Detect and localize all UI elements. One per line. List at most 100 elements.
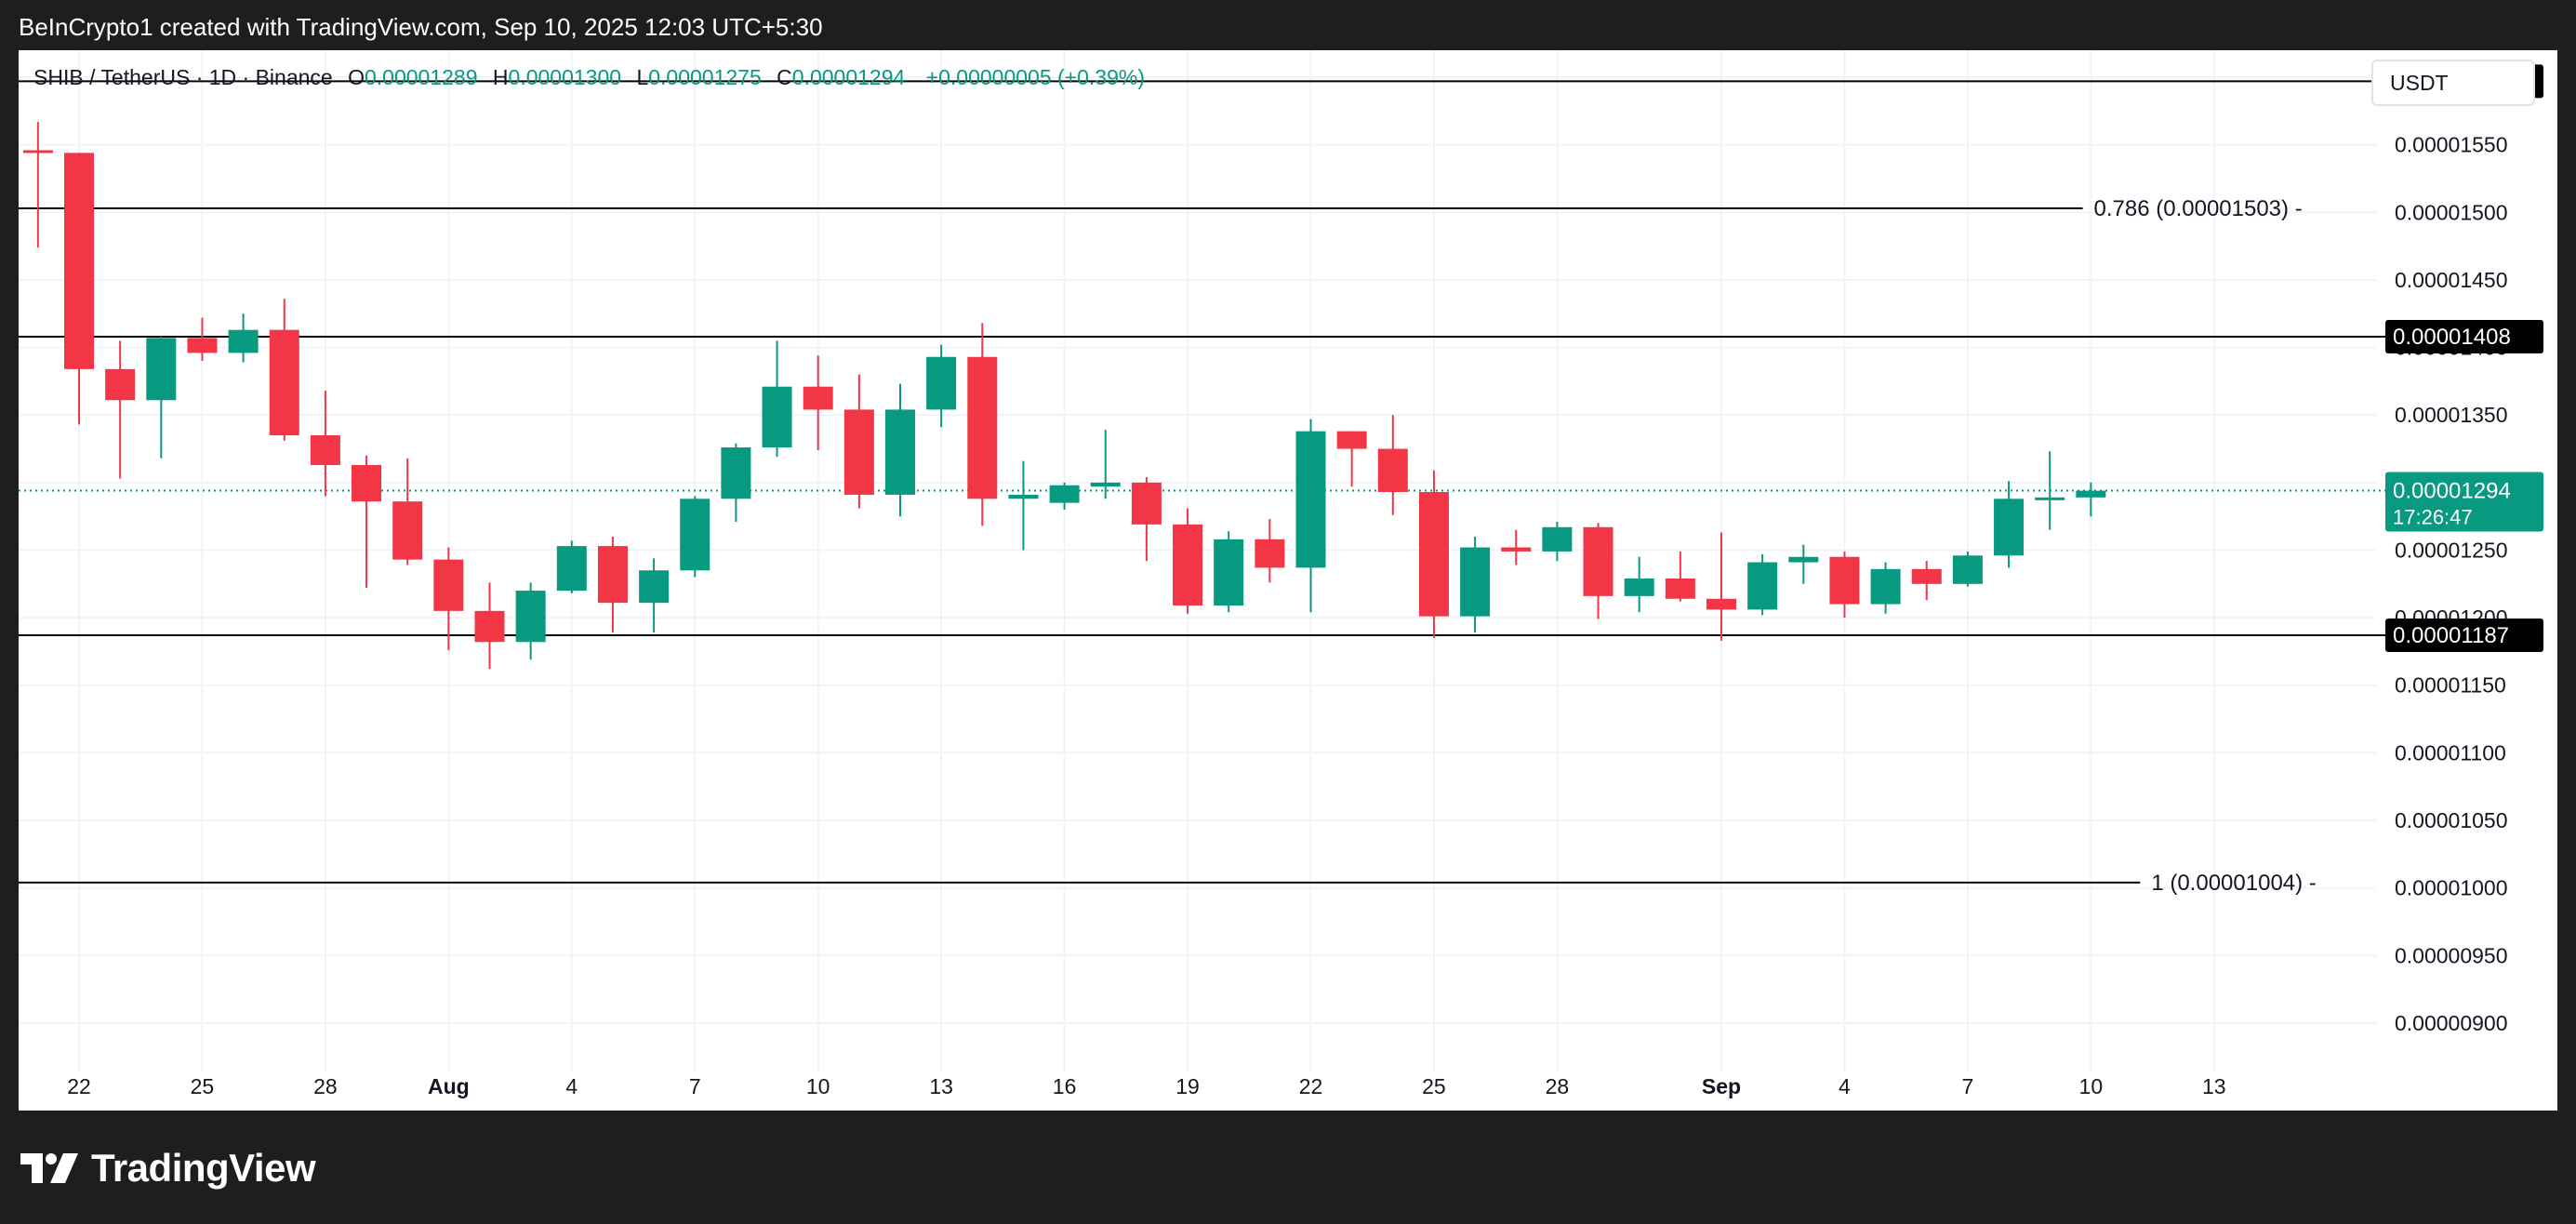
level-badge: [2385, 618, 2543, 652]
candle-down[interactable]: [1173, 508, 1203, 614]
candle-down[interactable]: [187, 317, 218, 362]
candle-up[interactable]: [1214, 531, 1244, 613]
candle-down[interactable]: [64, 153, 94, 425]
candle-up[interactable]: [1870, 562, 1901, 614]
candles: [22, 121, 2106, 670]
candle-body: [843, 409, 874, 495]
candle-up[interactable]: [228, 313, 259, 363]
candle-up[interactable]: [1542, 521, 1573, 562]
candle-down[interactable]: [967, 323, 998, 526]
time-tick-label: 28: [313, 1074, 338, 1098]
candle-up[interactable]: [1090, 430, 1121, 499]
candle-up[interactable]: [1295, 419, 1326, 613]
candle-up[interactable]: [556, 540, 587, 593]
time-tick-label: 7: [689, 1074, 701, 1098]
currency-button[interactable]: USDT: [2371, 60, 2535, 106]
time-axis[interactable]: 22 25 28 Aug 4 7 10 13 16 19 22 25 28 Sep 4 7 10 13: [67, 1074, 2225, 1098]
time-tick-label: 10: [806, 1074, 830, 1098]
candle-down[interactable]: [1583, 523, 1613, 619]
candle-down[interactable]: [1706, 532, 1736, 641]
candle-body: [1788, 556, 1819, 563]
candle-up[interactable]: [680, 496, 710, 578]
candle-body: [392, 501, 423, 560]
candle-up[interactable]: [1747, 553, 1778, 616]
candle-up[interactable]: [1994, 481, 2025, 568]
candle-body: [310, 435, 340, 465]
candle-up[interactable]: [639, 558, 670, 633]
time-tick-label: 22: [67, 1074, 91, 1098]
candle-down[interactable]: [1377, 415, 1408, 515]
price-tick-label: 0.00001050: [2395, 808, 2508, 832]
candle-up[interactable]: [515, 582, 546, 660]
candle-body: [1501, 547, 1532, 552]
candle-body: [2035, 497, 2065, 500]
candle-down[interactable]: [269, 299, 299, 441]
candle-down[interactable]: [1911, 561, 1942, 601]
candle-up[interactable]: [2076, 482, 2106, 517]
candle-body: [1911, 568, 1942, 584]
candle-down[interactable]: [392, 458, 423, 565]
candle-up[interactable]: [2035, 451, 2065, 530]
candle-up[interactable]: [146, 336, 177, 459]
candle-body: [556, 546, 587, 592]
candlestick-chart[interactable]: 0.786 (0.00001503) - 1 (0.00001004) - 0.0…: [19, 50, 2557, 1111]
candle-body: [1336, 431, 1367, 449]
candle-up[interactable]: [762, 340, 792, 458]
candle-body: [926, 356, 957, 410]
time-tick-label: Aug: [428, 1074, 470, 1098]
candle-down[interactable]: [597, 536, 628, 633]
tradingview-logo-text: TradingView: [91, 1146, 316, 1190]
candle-body: [1829, 556, 1860, 605]
candle-body: [352, 464, 382, 502]
candle-body: [1173, 524, 1203, 606]
candle-down[interactable]: [1418, 470, 1449, 638]
symbol-label[interactable]: SHIB / TetherUS · 1D · Binance: [33, 65, 333, 89]
candle-body: [721, 447, 751, 499]
candle-up[interactable]: [721, 443, 751, 522]
candle-body: [1377, 448, 1408, 493]
candle-down[interactable]: [310, 391, 340, 497]
high-label: H: [492, 65, 509, 89]
candle-down[interactable]: [1501, 529, 1532, 565]
candle-body: [1747, 562, 1778, 610]
footer: TradingView: [0, 1111, 2576, 1224]
low-value: 0.00001275: [648, 65, 762, 89]
candle-up[interactable]: [1460, 536, 1491, 633]
candle-down[interactable]: [474, 582, 505, 670]
candle-body: [680, 499, 710, 571]
tradingview-logo[interactable]: TradingView: [20, 1146, 316, 1191]
candle-up[interactable]: [885, 383, 915, 517]
candle-body: [1131, 482, 1162, 525]
candle-down[interactable]: [843, 374, 874, 509]
candle-down[interactable]: [1131, 477, 1162, 562]
candle-up[interactable]: [1049, 482, 1080, 510]
high-value: 0.00001300: [508, 65, 622, 89]
candle-body: [1583, 526, 1613, 596]
candle-body: [1255, 539, 1285, 568]
candle-down[interactable]: [1336, 431, 1367, 487]
candle-down[interactable]: [1665, 551, 1695, 602]
time-tick-label: 19: [1175, 1074, 1200, 1098]
candle-up[interactable]: [1952, 551, 1983, 587]
price-axis[interactable]: 0.00000900 0.00000950 0.00001000 0.00001050…: [2395, 65, 2508, 1035]
candle-up[interactable]: [1624, 556, 1654, 613]
candle-down[interactable]: [22, 121, 53, 248]
time-tick-label: Sep: [1702, 1074, 1741, 1098]
candle-down[interactable]: [1255, 519, 1285, 583]
candle-body: [1542, 526, 1573, 552]
chart-panel[interactable]: 0.786 (0.00001503) - 1 (0.00001004) - 0.0…: [19, 50, 2557, 1111]
fib-level-label: 0.786 (0.00001503) -: [2094, 196, 2303, 221]
level-badge: [2385, 319, 2543, 353]
candle-down[interactable]: [1829, 551, 1860, 619]
candle-up[interactable]: [1008, 460, 1039, 551]
candle-up[interactable]: [926, 344, 957, 428]
candle-down[interactable]: [803, 355, 833, 450]
candle-down[interactable]: [105, 340, 136, 479]
candle-up[interactable]: [1788, 544, 1819, 584]
bar-countdown-label: 17:26:47: [2393, 506, 2473, 529]
candle-down[interactable]: [352, 455, 382, 589]
candle-body: [64, 153, 94, 369]
price-tick-label: 0.00001350: [2395, 403, 2508, 427]
candle-body: [1295, 431, 1326, 568]
candle-down[interactable]: [433, 547, 464, 650]
